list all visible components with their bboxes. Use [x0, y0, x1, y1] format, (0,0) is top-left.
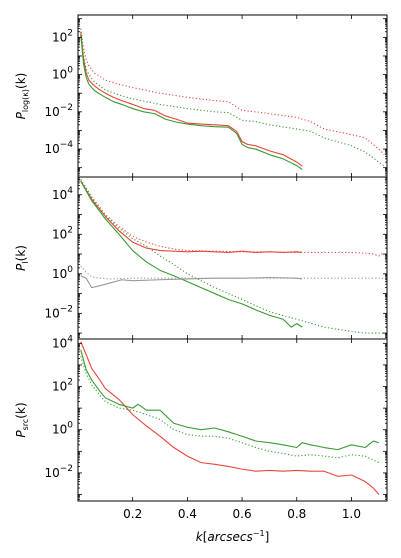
y-axis-label: PI(k)	[14, 245, 30, 271]
series-line-1	[80, 180, 303, 254]
series-line-5	[80, 179, 385, 334]
series-line-3	[80, 356, 380, 464]
panel-3: 104 102 100 10−2 Psrc(k) 0.2 0.4 0.6 0.8 1.0 k[arc…	[14, 334, 388, 544]
x-tick-label: 1.0	[342, 507, 361, 521]
x-tick-label: 0.6	[233, 507, 252, 521]
series-line-6	[80, 265, 385, 280]
y-tick-label: 100	[52, 265, 73, 281]
y-axis-label: Plog(κ)(k)	[14, 73, 30, 120]
series-line-4	[80, 179, 385, 257]
x-tick-label: 0.4	[178, 507, 197, 521]
series-line-4	[80, 35, 385, 167]
y-tick-label: 102	[52, 378, 73, 394]
panel-frame	[77, 338, 388, 502]
y-tick-label: 10−2	[44, 464, 73, 480]
y-tick-label: 100	[52, 421, 73, 437]
x-tick-label: 0.8	[287, 507, 306, 521]
y-tick-label: 104	[52, 186, 73, 202]
series-line-3	[80, 28, 385, 156]
y-tick-label: 10−2	[44, 304, 73, 320]
series-line-2	[80, 349, 379, 451]
y-tick-label: 100	[52, 66, 73, 82]
series-line-3	[80, 275, 303, 289]
y-tick-label: 10−2	[44, 103, 73, 119]
y-tick-label: 104	[52, 334, 73, 350]
panel-1: 102 100 10−2 10−4 Plog(κ)(k)	[14, 14, 388, 178]
x-axis-label: k[arcsecs−1]	[196, 529, 270, 544]
y-tick-label: 102	[52, 225, 73, 241]
y-axis-label: Psrc(k)	[14, 402, 30, 437]
panel-frame	[77, 176, 388, 340]
series-line-2	[80, 180, 303, 328]
series-line-1	[80, 31, 303, 167]
panel-2: 104 102 100 10−2 PI(k)	[14, 176, 388, 340]
series-line-1	[80, 341, 380, 495]
y-tick-label: 102	[52, 28, 73, 44]
x-tick-label: 0.2	[123, 507, 142, 521]
y-tick-label: 10−4	[44, 140, 73, 156]
series-line-2	[80, 34, 303, 170]
